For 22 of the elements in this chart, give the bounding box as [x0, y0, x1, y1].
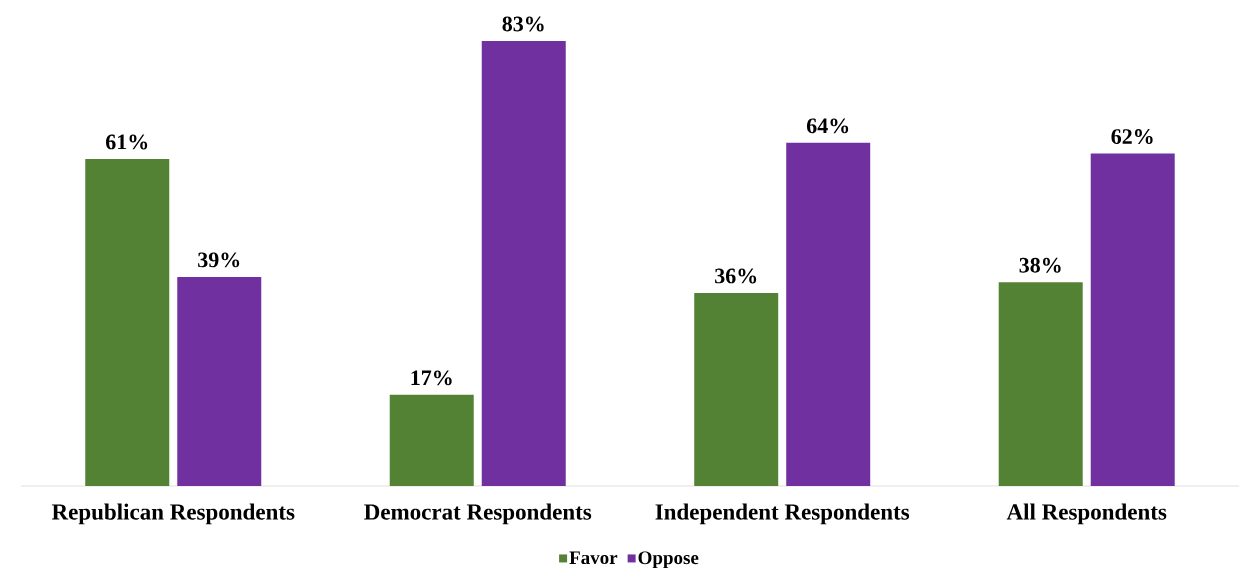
- x-tick-label: Democrat Respondents: [364, 503, 592, 525]
- legend-label: Favor: [569, 551, 618, 565]
- x-tick-label: All Respondents: [1006, 503, 1167, 525]
- bar: [85, 158, 170, 486]
- data-label: 17%: [411, 370, 452, 386]
- bar: [1090, 153, 1175, 486]
- bar: [389, 394, 474, 486]
- bar: [481, 40, 566, 486]
- data-label: 38%: [1019, 257, 1061, 273]
- data-label: 62%: [1111, 129, 1153, 145]
- data-label: 36%: [715, 268, 757, 284]
- data-label: 61%: [106, 134, 148, 150]
- x-tick-label: Independent Respondents: [655, 503, 910, 525]
- data-label: 64%: [806, 118, 849, 134]
- bar: [177, 276, 262, 486]
- x-tick-label: Republican Respondents: [51, 503, 295, 525]
- data-label: 39%: [198, 252, 240, 268]
- legend-label: Oppose: [638, 551, 699, 569]
- data-label: 83%: [502, 16, 544, 32]
- bar: [786, 142, 871, 486]
- bar: [694, 292, 779, 486]
- bar: [998, 282, 1083, 486]
